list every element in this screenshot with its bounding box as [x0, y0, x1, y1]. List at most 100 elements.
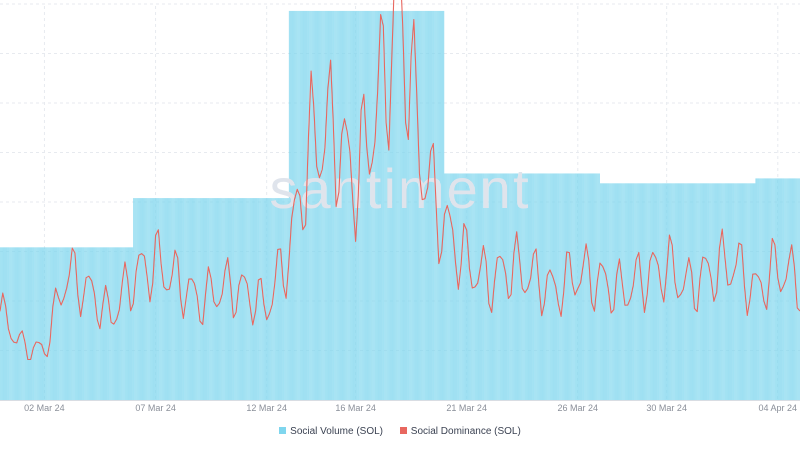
x-tick-label: 26 Mar 24 — [558, 403, 599, 413]
volume-bar — [424, 10, 425, 400]
volume-bar — [232, 198, 234, 400]
volume-bar — [358, 10, 359, 400]
volume-bar — [212, 198, 213, 400]
volume-bar — [136, 198, 137, 400]
volume-bar — [421, 10, 422, 400]
volume-bar — [780, 178, 782, 401]
volume-bar — [203, 198, 205, 400]
volume-bar — [625, 183, 627, 400]
volume-bar — [175, 198, 177, 400]
volume-bar — [726, 183, 728, 400]
volume-bar — [219, 198, 221, 400]
volume-bar — [34, 247, 35, 400]
volume-bar — [714, 183, 716, 400]
volume-bar — [796, 178, 797, 401]
volume-bar — [393, 10, 395, 400]
volume-bar — [391, 10, 393, 400]
volume-bar — [586, 173, 587, 400]
x-axis: 02 Mar 24 07 Mar 24 12 Mar 24 16 Mar 24 21 M… — [0, 400, 800, 413]
volume-bar — [344, 10, 346, 400]
volume-bar — [708, 183, 709, 400]
volume-bar — [434, 10, 435, 400]
volume-bar — [125, 247, 127, 400]
volume-bar — [651, 183, 653, 400]
legend: Social Volume (SOL) Social Dominance (SO… — [0, 426, 800, 437]
volume-bar — [268, 198, 270, 400]
volume-bar — [414, 10, 416, 400]
volume-bar — [387, 10, 388, 400]
volume-bar — [350, 10, 352, 400]
volume-bar — [276, 198, 278, 400]
volume-bar — [550, 173, 551, 400]
volume-bar — [695, 183, 697, 400]
volume-bar — [294, 10, 296, 400]
volume-bar — [298, 10, 299, 400]
volume-bar — [440, 10, 442, 400]
volume-bar — [624, 183, 625, 400]
volume-bar — [62, 247, 63, 400]
volume-bar — [12, 247, 13, 400]
volume-bar — [306, 10, 308, 400]
volume-bar — [241, 198, 243, 400]
volume-bar — [389, 10, 391, 400]
volume-bar — [201, 198, 203, 400]
volume-bar — [791, 178, 793, 401]
volume-bar — [706, 183, 708, 400]
volume-bar — [771, 178, 772, 401]
volume-bar — [115, 247, 117, 400]
volume-bar — [587, 173, 589, 400]
legend-item-dominance[interactable]: Social Dominance (SOL) — [399, 426, 521, 437]
volume-bar — [332, 10, 334, 400]
volume-bar — [633, 183, 634, 400]
volume-bar — [687, 183, 688, 400]
volume-bar — [584, 173, 585, 400]
legend-item-volume[interactable]: Social Volume (SOL) — [279, 426, 383, 437]
volume-bar — [287, 198, 289, 400]
volume-bar — [50, 247, 51, 400]
volume-bar — [381, 10, 383, 400]
volume-bar — [162, 198, 163, 400]
volume-bar — [6, 247, 8, 400]
volume-bar — [575, 173, 577, 400]
volume-bar — [77, 247, 79, 400]
volume-bar — [337, 10, 338, 400]
volume-bar — [289, 10, 291, 400]
volume-bar — [443, 10, 445, 400]
volume-bar — [740, 183, 742, 400]
volume-bar — [315, 10, 317, 400]
volume-bar — [221, 198, 222, 400]
volume-bar — [325, 10, 327, 400]
volume-bar — [704, 183, 706, 400]
volume-bar — [787, 178, 788, 401]
dominance-line-layer — [0, 0, 800, 361]
volume-bar — [659, 183, 660, 400]
volume-bar — [325, 10, 326, 400]
volume-bar — [19, 247, 21, 400]
volume-bar — [79, 247, 81, 400]
volume-bar — [274, 198, 275, 400]
volume-bar — [32, 247, 34, 400]
volume-bar — [409, 10, 410, 400]
volume-bar — [341, 10, 343, 400]
volume-bar — [333, 10, 334, 400]
volume-bar — [672, 183, 673, 400]
volume-bar — [798, 178, 799, 401]
volume-bar — [588, 173, 590, 400]
volume-bar — [725, 183, 726, 400]
volume-bar — [748, 183, 749, 400]
volume-bar — [342, 10, 344, 400]
volume-bar — [184, 198, 185, 400]
volume-bar — [82, 247, 84, 400]
volume-bar — [702, 183, 704, 400]
volume-bar — [327, 10, 329, 400]
volume-bar — [705, 183, 707, 400]
volume-bar — [418, 10, 420, 400]
volume-bar — [49, 247, 50, 400]
x-tick-label: 30 Mar 24 — [646, 403, 687, 413]
dominance-line — [0, 0, 800, 361]
volume-bar — [729, 183, 731, 400]
volume-bar — [494, 173, 496, 400]
volume-bar — [682, 183, 684, 400]
volume-bar — [193, 198, 195, 400]
volume-bar — [116, 247, 118, 400]
